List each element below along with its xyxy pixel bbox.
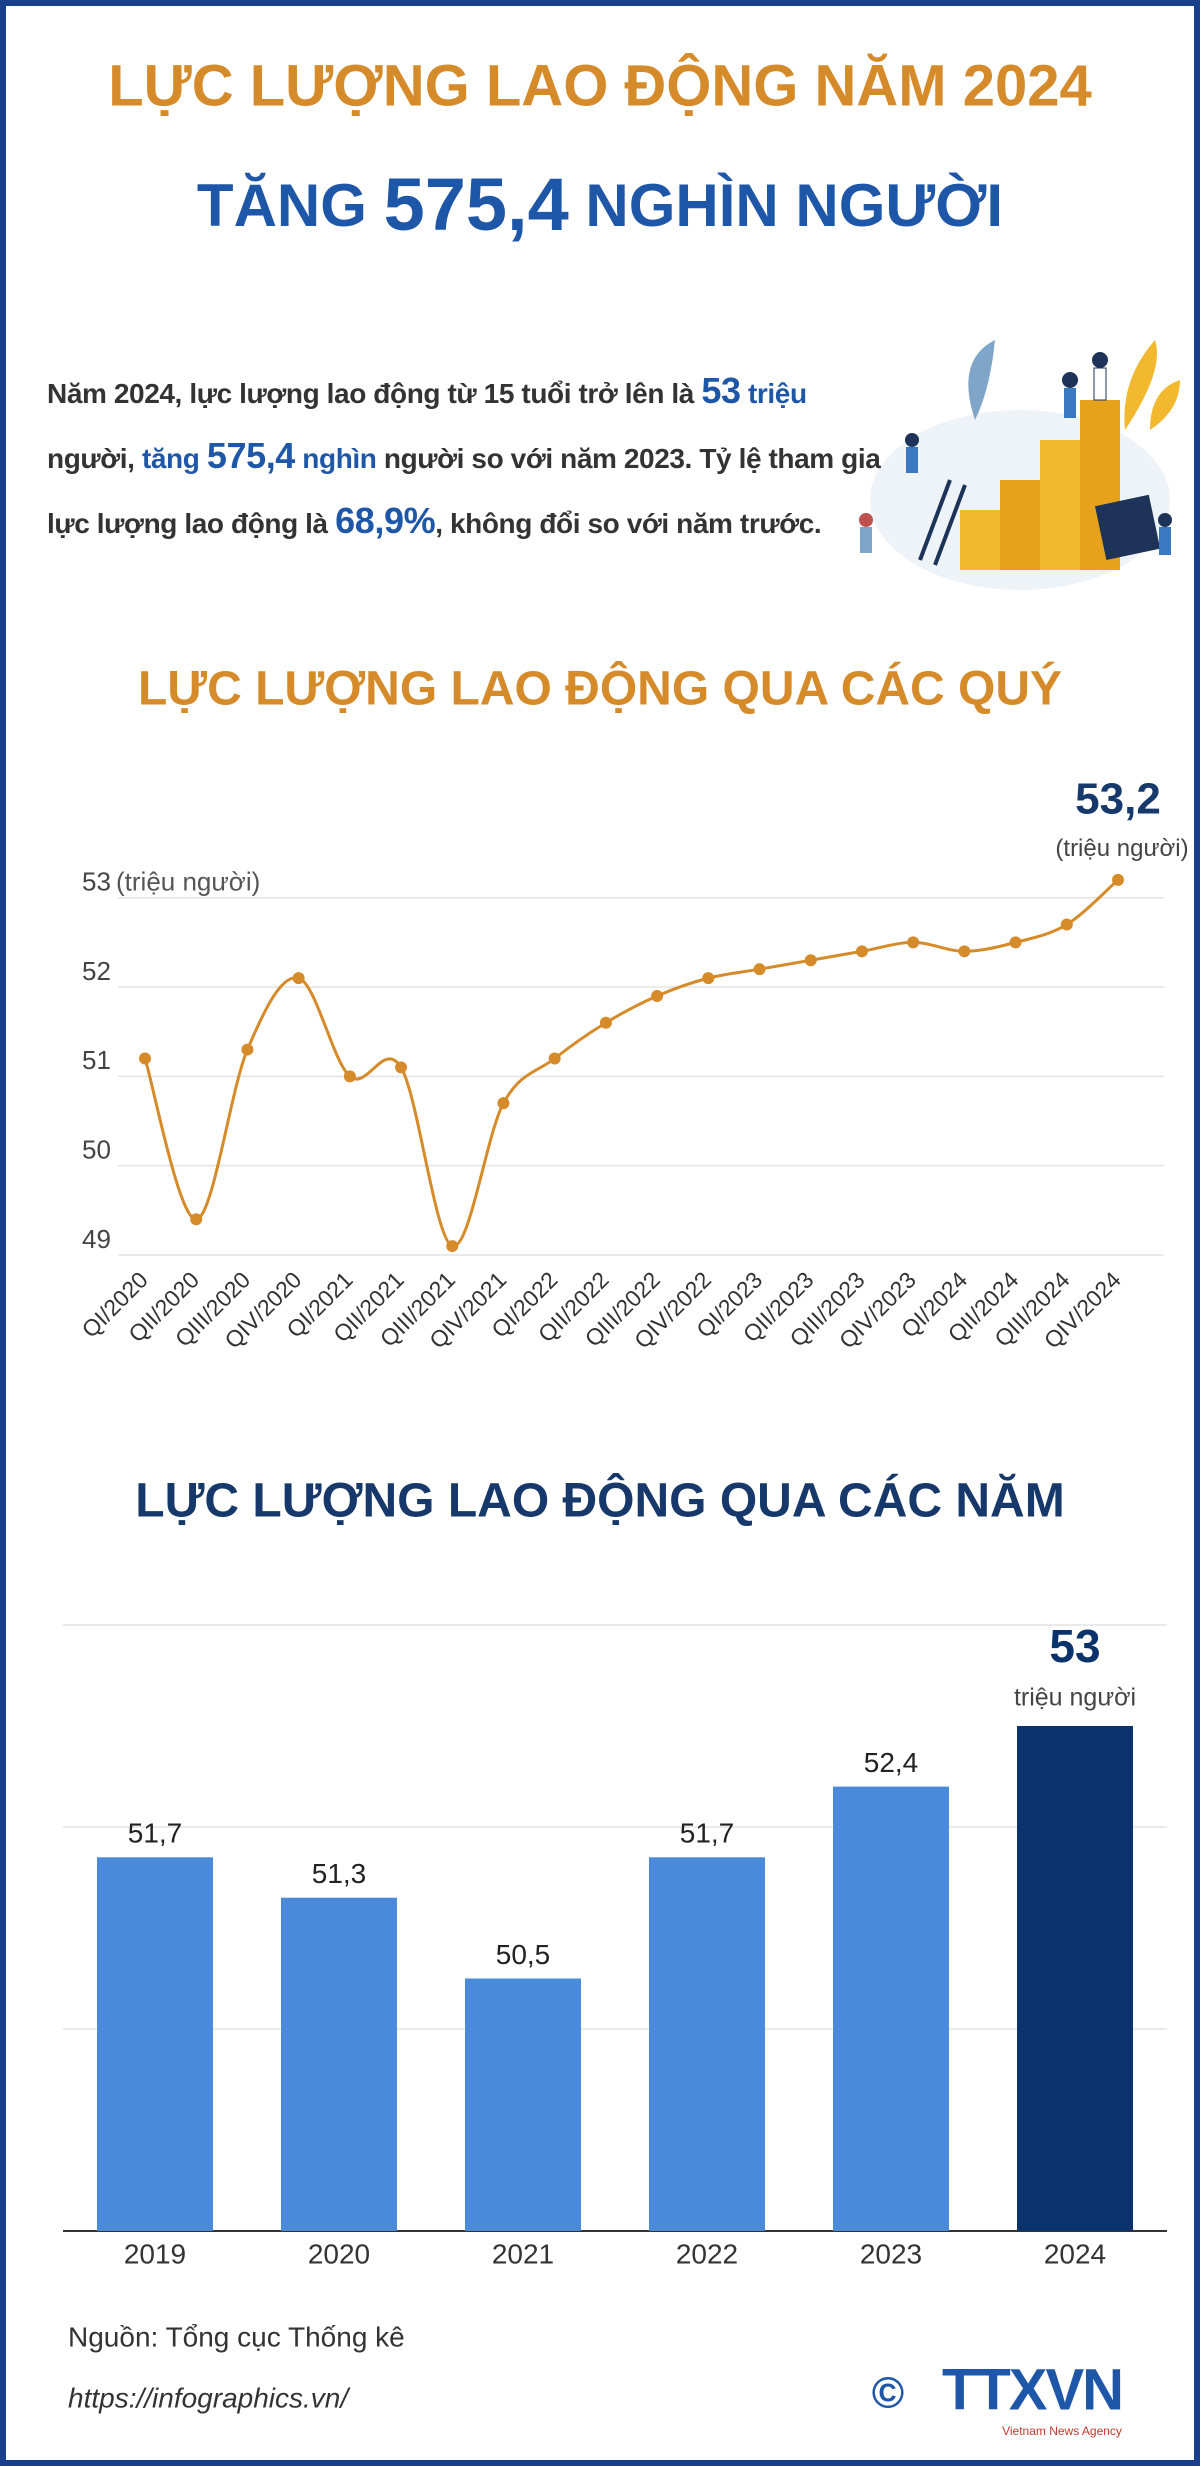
bar bbox=[281, 1897, 397, 2231]
main-title: LỰC LƯỢNG LAO ĐỘNG NĂM 2024 bbox=[108, 53, 1092, 118]
data-point bbox=[1009, 936, 1022, 949]
intro-segment: triệu bbox=[740, 378, 807, 409]
bar bbox=[97, 1857, 213, 2231]
value-label: 53 bbox=[1049, 1620, 1100, 1672]
bar bbox=[833, 1786, 949, 2231]
intro-segment: 575,4 bbox=[206, 435, 295, 476]
intro-segment: 53 bbox=[701, 370, 741, 411]
value-label: 51,3 bbox=[312, 1858, 367, 1889]
data-point bbox=[855, 945, 868, 958]
chart-title: LỰC LƯỢNG LAO ĐỘNG QUA CÁC NĂM bbox=[135, 1473, 1064, 1528]
data-point bbox=[958, 945, 971, 958]
x-tick-label: 2024 bbox=[1044, 2238, 1106, 2269]
value-label: 51,7 bbox=[128, 1818, 183, 1849]
intro-segment: Năm 2024, lực lượng lao động từ 15 tuổi … bbox=[47, 378, 702, 409]
source: Nguồn: Tổng cục Thống kê bbox=[68, 2321, 405, 2352]
data-point bbox=[497, 1097, 510, 1110]
data-point bbox=[548, 1052, 561, 1065]
intro-text: Năm 2024, lực lượng lao động từ 15 tuổi … bbox=[47, 360, 897, 555]
highlight-value: 53,2 bbox=[1075, 774, 1161, 823]
data-point bbox=[804, 954, 817, 967]
intro-segment: , không đổi so với năm trước. bbox=[435, 508, 822, 539]
y-tick-label: 52 bbox=[82, 956, 111, 986]
value-label: 50,5 bbox=[496, 1939, 551, 1970]
url: https://infographics.vn/ bbox=[68, 2382, 351, 2413]
logo-caption: Vietnam News Agency bbox=[1002, 2424, 1122, 2438]
intro-segment: người so với năm 2023. Tỷ lệ tham gia lự… bbox=[47, 443, 881, 539]
data-point bbox=[241, 1043, 254, 1056]
data-point bbox=[753, 963, 766, 976]
logo: TTXVN bbox=[942, 2357, 1122, 2422]
illustration bbox=[859, 340, 1180, 590]
highlight-unit: (triệu người) bbox=[1055, 835, 1188, 862]
y-tick-label: 51 bbox=[82, 1045, 111, 1075]
intro-segment: nghìn bbox=[294, 443, 377, 474]
data-point bbox=[190, 1213, 203, 1226]
subtitle-part: NGHÌN NGƯỜI bbox=[569, 172, 1003, 239]
data-point bbox=[139, 1052, 151, 1065]
subtitle-part: 575,4 bbox=[384, 163, 569, 246]
y-tick-label: 53 bbox=[82, 867, 111, 897]
value-label: 51,7 bbox=[680, 1818, 735, 1849]
main-subtitle: TĂNG 575,4 NGHÌN NGƯỜI bbox=[197, 163, 1003, 246]
data-point bbox=[1060, 918, 1073, 931]
intro-segment: người, bbox=[47, 443, 142, 474]
x-tick-label: 2019 bbox=[124, 2238, 186, 2269]
data-point bbox=[1112, 873, 1124, 886]
data-point bbox=[702, 972, 715, 985]
data-point bbox=[651, 989, 664, 1002]
unit-label: triệu người bbox=[1014, 1684, 1136, 1712]
data-point bbox=[292, 972, 305, 985]
bar bbox=[1017, 1726, 1133, 2231]
y-tick-label: 50 bbox=[82, 1135, 111, 1165]
x-tick-label: 2023 bbox=[860, 2238, 922, 2269]
copyright-sign: © bbox=[872, 2369, 904, 2418]
data-point bbox=[395, 1061, 408, 1074]
x-tick-label: 2020 bbox=[308, 2238, 370, 2269]
data-point bbox=[599, 1016, 612, 1029]
intro-segment: tăng bbox=[141, 443, 207, 474]
y-axis-label: (triệu người) bbox=[116, 867, 260, 897]
bar bbox=[465, 1978, 581, 2231]
value-label: 52,4 bbox=[864, 1747, 919, 1778]
data-line bbox=[143, 878, 1119, 1248]
x-tick-label: 2021 bbox=[492, 2238, 554, 2269]
subtitle-part: TĂNG bbox=[197, 172, 384, 239]
y-tick-label: 49 bbox=[82, 1224, 111, 1254]
chart-title: LỰC LƯỢNG LAO ĐỘNG QUA CÁC QUÝ bbox=[138, 661, 1062, 716]
data-point bbox=[343, 1070, 356, 1083]
x-tick-label: 2022 bbox=[676, 2238, 738, 2269]
intro-segment: 68,9% bbox=[335, 500, 436, 541]
data-point bbox=[446, 1240, 459, 1253]
data-point bbox=[907, 936, 920, 949]
bar bbox=[649, 1857, 765, 2231]
